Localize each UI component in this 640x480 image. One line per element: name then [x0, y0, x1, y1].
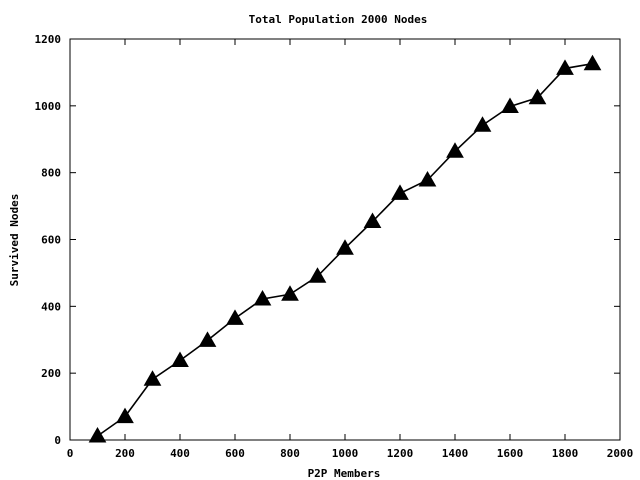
data-point-marker: [88, 426, 107, 443]
chart-title: Total Population 2000 Nodes: [249, 13, 428, 26]
data-point-marker: [198, 331, 217, 347]
data-point-marker: [336, 239, 354, 255]
x-tick-label: 1600: [497, 447, 524, 460]
data-point-marker: [171, 351, 189, 367]
y-tick-label: 1000: [35, 100, 62, 113]
x-tick-label: 2000: [607, 447, 634, 460]
x-tick-label: 1400: [442, 447, 469, 460]
y-tick-label: 0: [54, 434, 61, 447]
data-point-marker: [583, 54, 602, 71]
data-point-marker: [363, 212, 382, 228]
data-point-marker: [391, 184, 409, 200]
data-point-marker: [226, 309, 244, 325]
y-axis-label: Survived Nodes: [8, 194, 21, 287]
y-tick-label: 800: [41, 167, 61, 180]
x-axis-label: P2P Members: [308, 467, 381, 480]
data-series: [88, 54, 602, 443]
x-tick-label: 400: [170, 447, 190, 460]
x-tick-label: 800: [280, 447, 300, 460]
y-tick-label: 1200: [35, 33, 62, 46]
x-tick-label: 1800: [552, 447, 579, 460]
y-tick-label: 200: [41, 367, 61, 380]
y-tick-label: 400: [41, 300, 61, 313]
data-point-marker: [308, 267, 327, 283]
y-tick-label: 600: [41, 234, 61, 247]
x-tick-label: 600: [225, 447, 245, 460]
data-point-marker: [253, 289, 272, 306]
data-point-marker: [556, 59, 574, 75]
data-point-marker: [446, 142, 464, 158]
x-tick-label: 200: [115, 447, 135, 460]
data-point-marker: [281, 285, 299, 301]
axes: 0 200 400 600 800 1000 1200 1400 1600 1800 2000 0 20…: [35, 33, 634, 460]
data-point-marker: [501, 97, 519, 113]
data-point-marker: [418, 170, 437, 187]
data-point-marker: [116, 407, 134, 424]
x-tick-label: 0: [67, 447, 74, 460]
x-tick-label: 1000: [332, 447, 359, 460]
x-tick-label: 1200: [387, 447, 414, 460]
data-point-marker: [143, 370, 162, 386]
data-point-marker: [473, 116, 492, 132]
data-point-marker: [528, 88, 547, 105]
